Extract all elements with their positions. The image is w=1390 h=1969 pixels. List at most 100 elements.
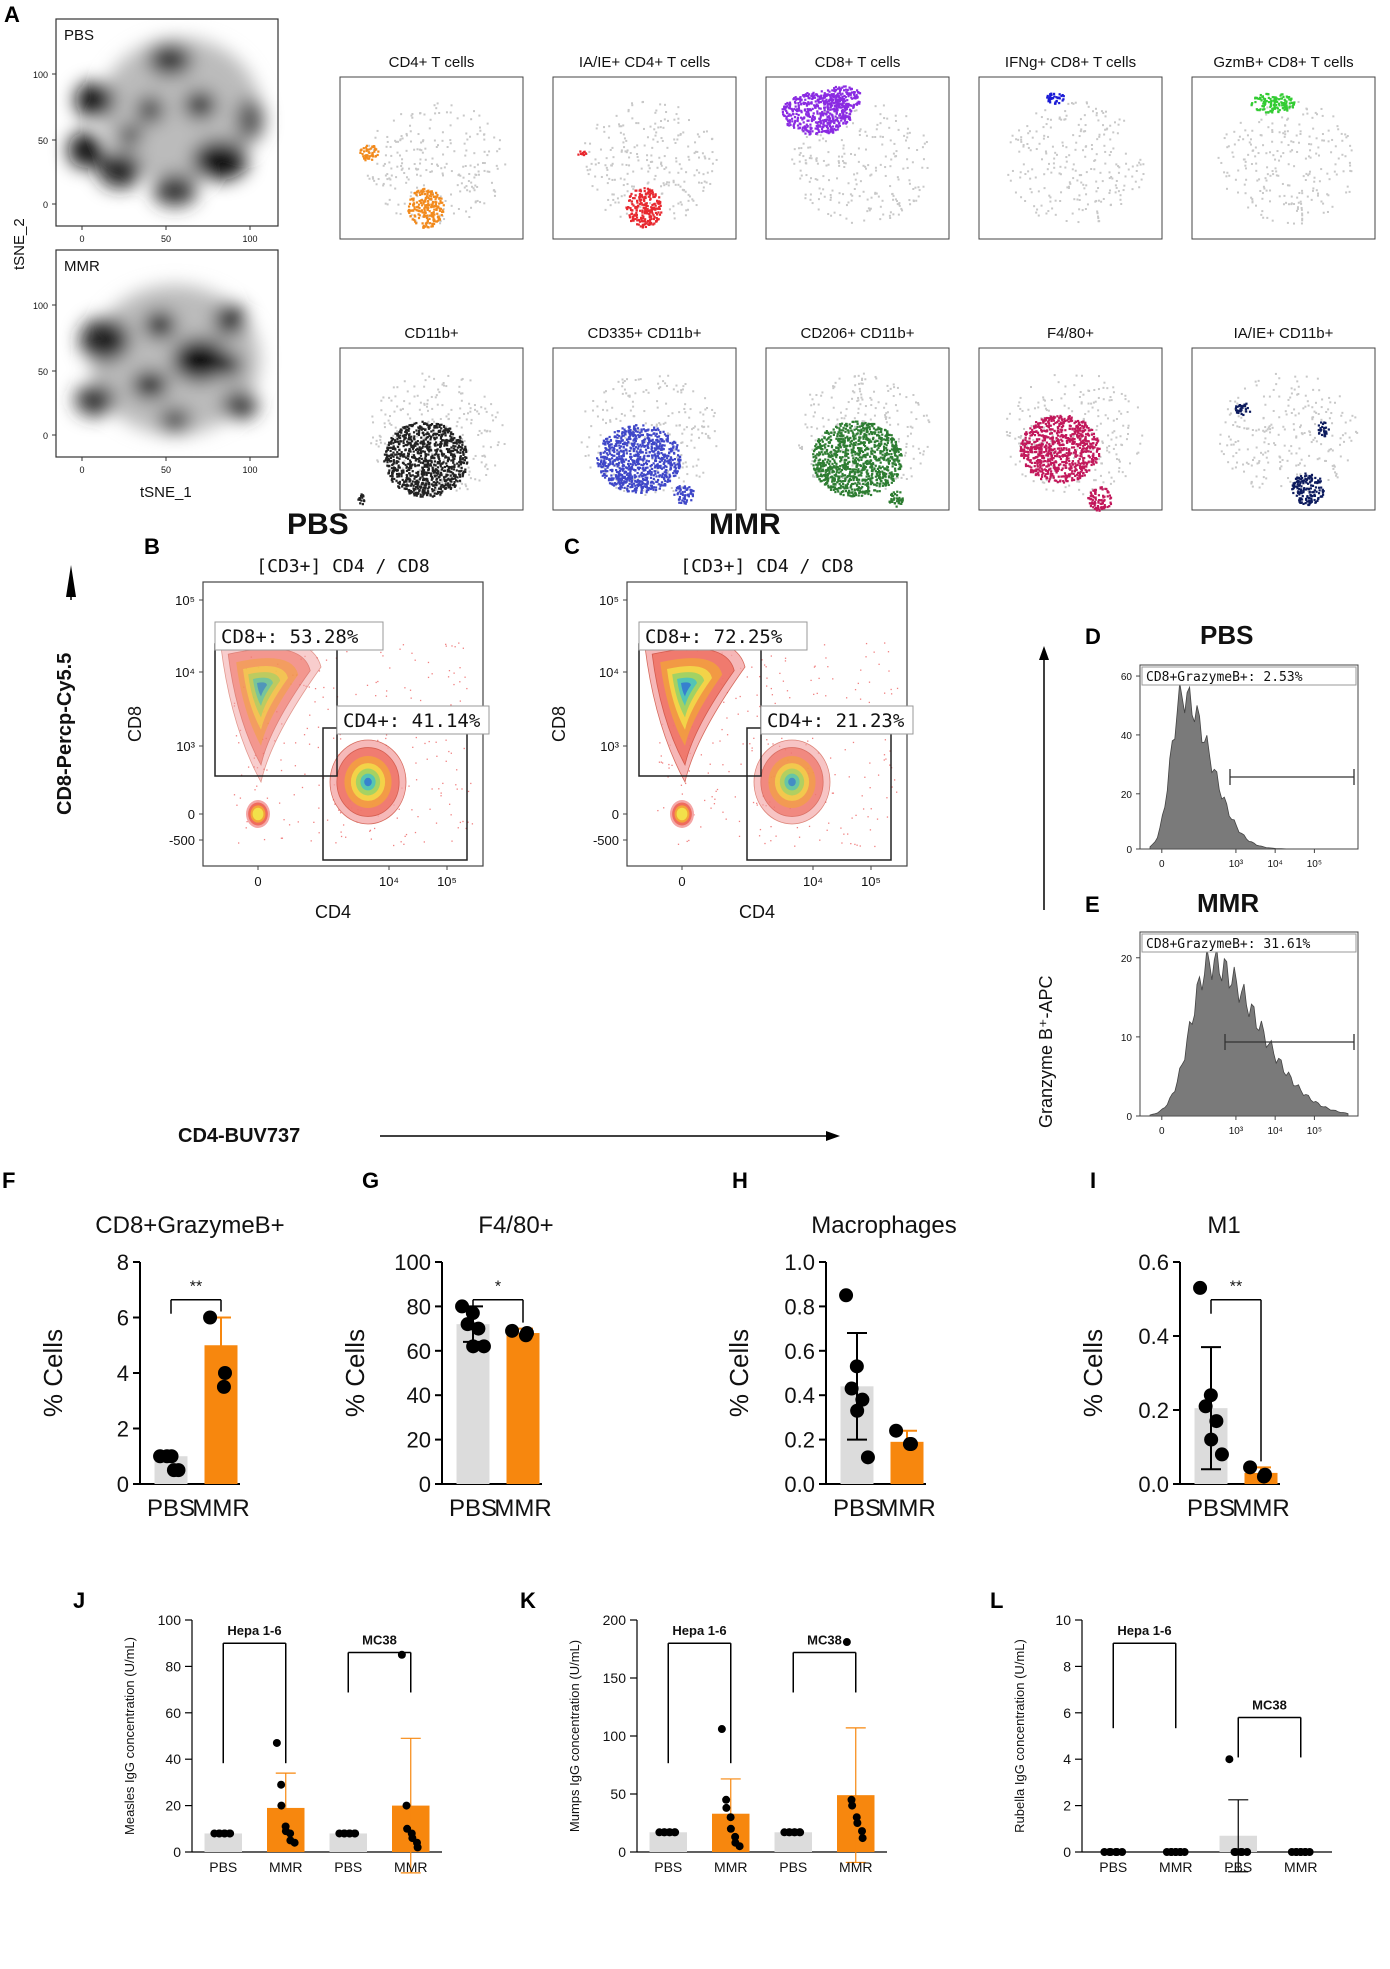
tsne-cell [619,131,622,134]
tsne-highlight-cell [433,456,436,459]
tsne-cell [470,206,473,209]
tsne-highlight-cell [431,204,434,207]
tsne-cell [606,174,609,177]
tsne-highlight-cell [647,488,650,492]
tsne-highlight-cell [431,224,434,227]
tsne-highlight-cell [634,217,637,221]
tsne-highlight-cell [682,497,685,500]
tsne-highlight-cell [427,432,430,436]
tsne-highlight-cell [390,467,393,470]
tsne-highlight-cell [377,150,380,153]
tsne-cell [1306,195,1309,198]
tsne-cell [849,193,852,196]
tsne-cell [1095,112,1098,115]
tsne-cell [1275,170,1278,173]
tsne-highlight-cell [794,102,797,105]
tsne-highlight-cell [391,473,394,476]
tsne-highlight-cell [608,445,611,448]
tsne-highlight-cell [625,480,628,483]
tsne-cell [671,412,674,415]
tsne-highlight-cell [622,467,625,471]
tsne-cell [383,422,386,425]
tsne-highlight-cell [401,461,405,464]
tsne-highlight-cell [835,109,838,112]
tsne-cell [676,390,679,393]
tsne-cell [461,392,464,395]
tsne-highlight-cell [424,454,428,458]
tsne-highlight-cell [826,103,830,106]
tsne-cell [828,107,831,110]
tsne-highlight-cell [646,482,649,485]
tsne-highlight-cell [847,115,850,118]
tsne-highlight-cell [624,477,627,481]
tsne-cell [865,167,868,170]
tsne-highlight-cell [639,190,643,193]
tsne-highlight-cell [793,121,797,124]
tsne-highlight-cell [612,484,616,487]
tsne-cell [587,173,590,176]
tsne-highlight-cell [639,200,642,203]
tsne-cell [496,150,499,153]
tsne-highlight-cell [453,473,456,476]
tsne-cell [474,184,477,187]
tsne-highlight-cell [668,452,671,455]
tsne-highlight-cell [446,439,449,442]
tsne-highlight-cell [390,436,393,440]
tsne-highlight-cell [655,444,658,448]
tsne-highlight-cell [635,480,638,484]
tsne-highlight-cell [413,207,416,211]
tsne-cell [809,193,812,196]
tsne-cell [1070,102,1073,105]
tsne-cell [1139,158,1142,161]
tsne-highlight-cell [423,211,426,214]
tsne-highlight-cell [431,222,434,226]
tsne-cell [469,410,472,413]
tsne-highlight-cell [796,124,800,127]
tsne-cell [676,461,679,464]
tsne-highlight-cell [823,107,826,110]
tsne-cell [869,396,872,399]
tsne-highlight-cell [418,459,421,463]
tsne-highlight-cell [827,132,830,135]
tsne-highlight-cell [376,153,379,157]
tsne-highlight-cell [620,437,623,440]
tsne-highlight-cell [398,480,401,483]
tsne-highlight-cell [426,431,429,434]
tsne-highlight-cell [444,483,447,486]
tsne-xtick-label-0-0: 0 [79,234,84,244]
tsne-highlight-cell [836,102,839,105]
tsne-highlight-cell [676,463,679,466]
tsne-cell [697,181,700,184]
tsne-highlight-cell [425,445,429,448]
tsne-highlight-cell [421,222,424,225]
tsne-highlight-cell [644,430,647,433]
tsne-cell [443,218,446,221]
tsne-highlight-cell [415,494,418,497]
tsne-cell [1100,200,1103,203]
tsne-cell [1102,197,1105,200]
tsne-highlight-cell [458,460,461,464]
tsne-highlight-cell [676,486,680,489]
tsne-highlight-cell [457,438,460,442]
tsne-highlight-cell [840,97,843,100]
tsne-cell [1308,135,1311,138]
tsne-highlight-cell [648,487,651,490]
tsne-highlight-cell [617,487,621,490]
tsne-cell [476,185,479,188]
tsne-highlight-cell [841,106,844,109]
tsne-cell [690,439,693,442]
tsne-highlight-cell [630,465,634,468]
tsne-highlight-cell [830,94,833,97]
tsne-cell [1120,202,1123,205]
tsne-highlight-cell [603,473,606,476]
tsne-highlight-cell [611,482,614,485]
tsne-cell [430,162,433,165]
tsne-cell [842,147,845,150]
tsne-cell [1084,130,1087,133]
tsne-tile-4: IFNg+ CD8+ T cells [978,54,1163,240]
tsne-cell [799,177,802,180]
tsne-cell [1258,121,1261,124]
tsne-highlight-cell [447,456,450,459]
tsne-cell [609,419,612,422]
tsne-cell [665,402,668,405]
